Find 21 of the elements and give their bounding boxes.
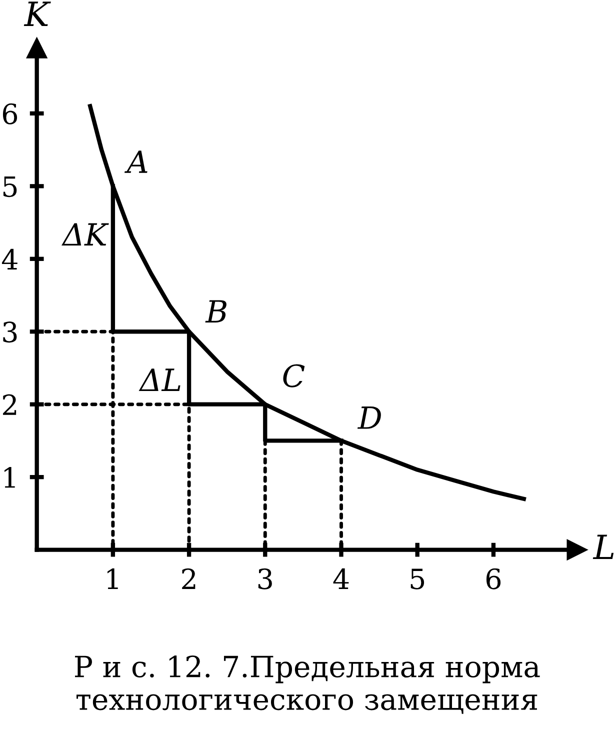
annotation: B (205, 300, 226, 322)
annotation: C (283, 364, 305, 388)
x-tick-label: 6 (486, 568, 501, 590)
x-tick-label: 1 (107, 568, 118, 589)
y-tick-label: 1 (4, 467, 15, 488)
annotation: ΔL (138, 368, 180, 391)
y-tick-label: 3 (3, 322, 17, 343)
x-tick-label: 4 (333, 568, 349, 589)
y-tick-label: 2 (2, 394, 16, 415)
x-tick-label: 3 (258, 568, 272, 590)
y-tick-label: 4 (2, 248, 18, 270)
x-tick-label: 5 (410, 568, 424, 590)
annotation: D (357, 406, 381, 429)
annotation: A (124, 150, 148, 173)
text: Р и с. 12. 7.Предельная норма технологического замещения (75, 655, 540, 714)
y-axis-title: K (24, 2, 51, 26)
x-tick-label: 2 (182, 568, 196, 589)
x-axis-title: L (592, 534, 614, 560)
y-tick-label: 6 (2, 103, 18, 124)
annotation: ΔK (62, 223, 109, 246)
y-tick-label: 5 (3, 176, 17, 198)
